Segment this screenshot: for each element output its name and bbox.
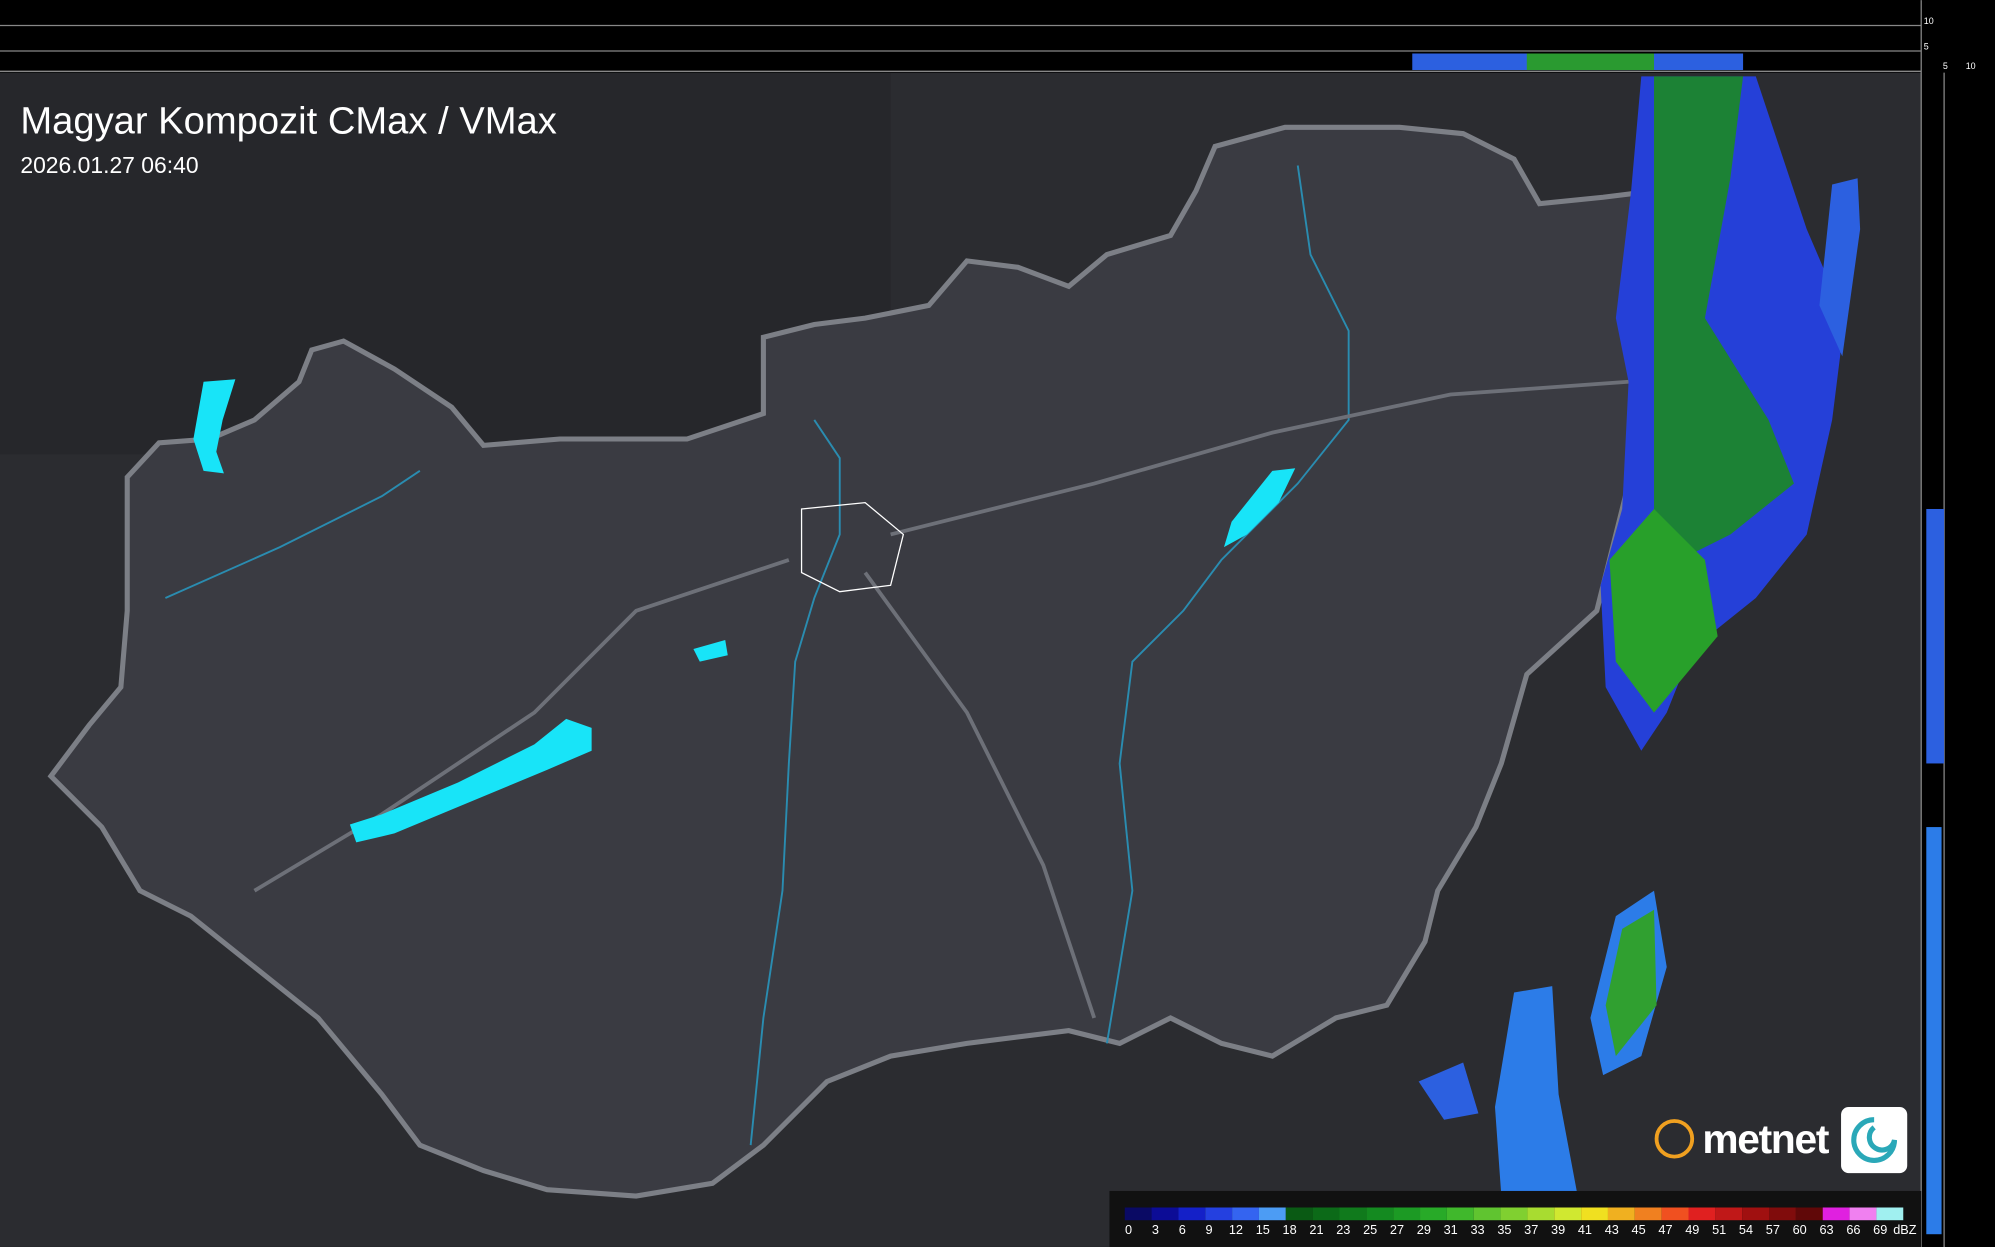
- legend-swatch: [1742, 1207, 1770, 1221]
- road: [253, 558, 790, 893]
- legend-label: 49: [1685, 1222, 1699, 1237]
- legend-swatch: [1849, 1207, 1877, 1221]
- river: [1105, 165, 1350, 1044]
- legend-label: 60: [1793, 1222, 1807, 1237]
- legend-swatch: [1581, 1207, 1608, 1221]
- lake-balaton: [349, 718, 592, 843]
- legend-swatch: [1473, 1207, 1501, 1221]
- legend-swatch: [1607, 1207, 1635, 1221]
- profile-tick: 10: [1966, 61, 1976, 71]
- legend-swatch: [1661, 1207, 1689, 1221]
- legend-swatch: [1527, 1207, 1555, 1221]
- radar-echo: [1819, 178, 1861, 357]
- lake-ferto: [193, 379, 236, 474]
- road: [890, 379, 1629, 537]
- radar-echo: [1494, 986, 1578, 1197]
- legend-unit: dBZ: [1893, 1222, 1917, 1237]
- legend-label: 25: [1363, 1222, 1377, 1237]
- legend-label: 0: [1125, 1222, 1132, 1237]
- legend-label: 69: [1873, 1222, 1887, 1237]
- legend-label: 37: [1524, 1222, 1538, 1237]
- map-title: Magyar Kompozit CMax / VMax: [20, 100, 556, 143]
- timestamp: 2026.01.27 06:40: [20, 152, 198, 178]
- legend-label: 54: [1739, 1222, 1753, 1237]
- legend-swatch: [1688, 1207, 1716, 1221]
- river: [749, 419, 841, 1146]
- legend-swatch: [1500, 1207, 1528, 1221]
- legend-swatch: [1446, 1207, 1474, 1221]
- lake-velence: [693, 640, 728, 662]
- legend-label: 31: [1444, 1222, 1458, 1237]
- legend-label: 12: [1229, 1222, 1243, 1237]
- legend-label: 18: [1283, 1222, 1297, 1237]
- legend-label: 63: [1819, 1222, 1833, 1237]
- legend-swatch: [1258, 1207, 1286, 1221]
- legend-label: 57: [1766, 1222, 1780, 1237]
- legend-swatch: [1366, 1207, 1394, 1221]
- brand-sun: [1654, 1119, 1695, 1159]
- legend-label: 66: [1846, 1222, 1860, 1237]
- legend-swatch: [1822, 1207, 1850, 1221]
- legend-swatch: [1178, 1207, 1206, 1221]
- legend-swatch: [1769, 1207, 1796, 1221]
- profile-echo: [1926, 508, 1945, 764]
- radar-echo: [1609, 508, 1718, 713]
- legend-label: 35: [1497, 1222, 1511, 1237]
- legend-swatch: [1151, 1207, 1179, 1221]
- profile-tick: 5: [1924, 42, 1929, 52]
- legend-swatch: [1312, 1207, 1340, 1221]
- road: [863, 571, 1097, 1019]
- legend-label: 33: [1470, 1222, 1484, 1237]
- radar-echo: [1654, 76, 1794, 560]
- legend-swatch: [1420, 1207, 1447, 1221]
- legend-label: 43: [1605, 1222, 1619, 1237]
- legend-swatch: [1205, 1207, 1233, 1221]
- legend-label: 29: [1417, 1222, 1431, 1237]
- legend-label: 47: [1658, 1222, 1672, 1237]
- profile-echo: [1926, 827, 1942, 1235]
- profile-echo: [1526, 53, 1655, 71]
- legend-swatch: [1232, 1207, 1259, 1221]
- brand-icon-swirl: [1851, 1117, 1898, 1163]
- legend-label: 41: [1578, 1222, 1592, 1237]
- radar-echo: [1418, 1062, 1479, 1120]
- terrain-shade: [0, 72, 891, 455]
- legend-label: 15: [1256, 1222, 1270, 1237]
- legend-label: 23: [1336, 1222, 1350, 1237]
- brand-name: metnet: [1702, 1116, 1830, 1162]
- brand-icon: [1841, 1106, 1908, 1174]
- legend: 0 3 6 9 12 15 18 21 23 25 27 29 31 33 35 37 39 41 43 45 47 49…: [1124, 1207, 1904, 1237]
- legend-swatch: [1393, 1207, 1421, 1221]
- legend-swatch: [1339, 1207, 1367, 1221]
- legend-label: 3: [1152, 1222, 1159, 1237]
- legend-label: 9: [1206, 1222, 1213, 1237]
- legend-swatch: [1285, 1207, 1313, 1221]
- city-outline: [800, 501, 905, 593]
- river: [165, 470, 421, 599]
- legend-swatch: [1124, 1207, 1152, 1221]
- legend-label: 21: [1309, 1222, 1323, 1237]
- legend-swatch: [1634, 1207, 1662, 1221]
- lake-tisza: [1223, 468, 1296, 548]
- radar-echo: [1605, 909, 1657, 1057]
- legend-label: 39: [1551, 1222, 1565, 1237]
- profile-tick: 10: [1924, 16, 1934, 26]
- profile-tick: 5: [1943, 61, 1948, 71]
- legend-swatch: [1554, 1207, 1582, 1221]
- legend-label: 51: [1712, 1222, 1726, 1237]
- legend-swatch: [1795, 1207, 1823, 1221]
- legend-label: 27: [1390, 1222, 1404, 1237]
- legend-label: 45: [1632, 1222, 1646, 1237]
- legend-label: 6: [1179, 1222, 1186, 1237]
- legend-swatch: [1715, 1207, 1743, 1221]
- legend-swatch: [1876, 1207, 1904, 1221]
